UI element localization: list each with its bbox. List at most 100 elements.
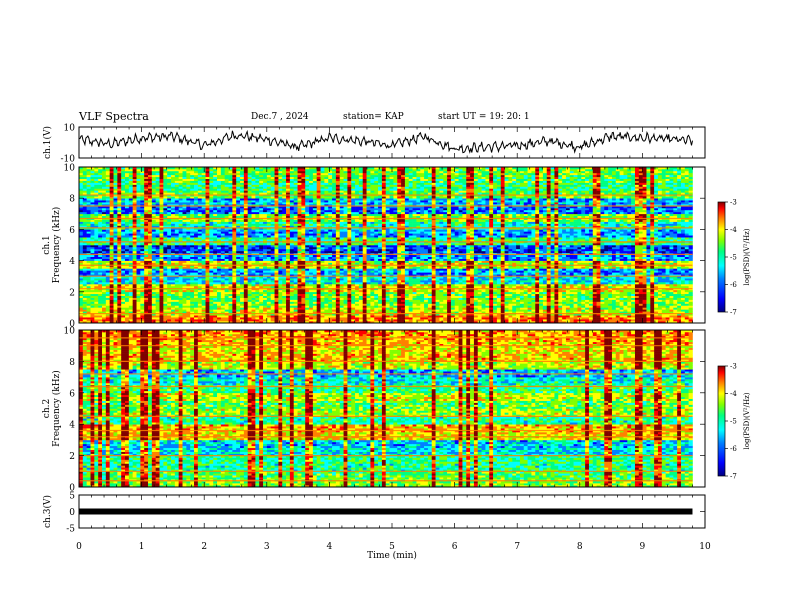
ch1-spectrogram-cell: [293, 285, 298, 289]
ch1-spectrogram-cell: [240, 260, 245, 263]
ch1-spectrogram-cell: [213, 231, 218, 234]
ch1-spectrogram-cell: [132, 168, 137, 172]
ch1-spectrogram-cell: [86, 268, 91, 271]
ch1-spectrogram-cell: [247, 315, 252, 318]
ch1-spectrogram-cell: [266, 168, 272, 172]
ch1-spectrogram-cell: [297, 204, 302, 207]
ch1-spectrogram-cell: [132, 282, 137, 285]
ch1-spectrogram-cell: [255, 178, 260, 181]
ch1-spectrogram-cell: [286, 246, 291, 250]
ch1-spectrogram-cell: [132, 170, 137, 174]
ch1-spectrogram-cell: [178, 276, 183, 279]
ch1-spectrogram-cell: [243, 254, 248, 257]
ch1-spectrogram-cell: [232, 250, 237, 254]
ch1-spectrogram-cell: [236, 186, 241, 189]
ch1-spectrogram-cell: [201, 180, 206, 183]
ch1-spectrogram-cell: [309, 202, 314, 205]
ch1-spectrogram-cell: [144, 174, 149, 178]
ch1-spectrogram-cell: [117, 266, 122, 269]
ch1-spectrogram-cell: [113, 276, 118, 279]
ch1-spectrogram-cell: [201, 319, 206, 322]
ch1-spectrogram-cell: [217, 167, 222, 170]
ch1-spectrogram-cell: [243, 231, 248, 234]
ch1-spectrogram-cell: [270, 209, 275, 213]
ch1-spectrogram-cell: [86, 172, 91, 176]
ch1-spectrogram-cell: [293, 235, 298, 238]
ch1-spectrogram-cell: [86, 233, 91, 236]
ch1-spectrogram-cell: [102, 211, 107, 215]
ch1-spectrogram-cell: [178, 256, 183, 259]
ch1-spectrogram-cell: [163, 207, 168, 211]
ch1-spectrogram-cell: [148, 311, 153, 314]
ch1-spectrogram-cell: [266, 227, 272, 230]
ch1-spectrogram-cell: [251, 311, 256, 314]
ch1-spectrogram-cell: [270, 246, 275, 250]
ch1-spectrogram-cell: [220, 311, 225, 314]
ch1-spectrogram-cell: [220, 186, 225, 189]
ch1-spectrogram-cell: [136, 174, 141, 178]
ch1-spectrogram-cell: [301, 280, 306, 283]
ch1-spectrogram-cell: [167, 319, 172, 322]
ch1-spectrogram-cell: [174, 184, 179, 187]
ch1-spectrogram-cell: [151, 311, 156, 314]
ch1-spectrogram-cell: [86, 295, 91, 298]
ch1-spectrogram-cell: [178, 309, 183, 312]
ch1-spectrogram-cell: [205, 317, 210, 320]
ch1-spectrogram-cell: [278, 188, 283, 191]
ch1-spectrogram-cell: [224, 188, 229, 191]
ch1-spectrogram-cell: [289, 198, 295, 201]
ch1-spectrogram-cell: [163, 309, 168, 312]
ch1-spectrogram-cell: [274, 174, 279, 178]
ch1-spectrogram-cell: [224, 237, 229, 240]
ch1-spectrogram-cell: [217, 305, 222, 308]
ch1-spectrogram-cell: [186, 198, 191, 201]
ch1-spectrogram-cell: [98, 260, 103, 263]
ch1-spectrogram-cell: [144, 246, 149, 250]
ch1-spectrogram-cell: [136, 321, 141, 324]
ch1-spectrogram-cell: [309, 266, 314, 269]
ch1-spectrogram-cell: [236, 309, 241, 312]
ch1-spectrogram-cell: [190, 184, 195, 187]
ch1-spectrogram-cell: [140, 178, 145, 181]
ch1-spectrogram-cell: [136, 213, 141, 217]
ch1-spectrogram-cell: [251, 237, 256, 240]
ch1-spectrogram-cell: [174, 206, 179, 209]
ch1-spectrogram-cell: [194, 321, 199, 324]
ch1-spectrogram-cell: [94, 260, 99, 263]
ch1-spectrogram-cell: [217, 168, 222, 172]
ch1-spectrogram-cell: [297, 182, 302, 185]
ch1-spectrogram-cell: [278, 285, 283, 289]
ch1-spectrogram-cell: [128, 250, 133, 254]
ch1-spectrogram-cell: [243, 309, 248, 312]
ch1-spectrogram-cell: [301, 289, 306, 293]
ch1-spectrogram-cell: [105, 207, 110, 211]
ch1-spectrogram-cell: [217, 202, 222, 205]
ch1-spectrogram-cell: [213, 227, 218, 230]
ch1-spectrogram-cell: [163, 276, 168, 279]
ch1-spectrogram-cell: [289, 202, 295, 205]
ch1-spectrogram-cell: [201, 184, 206, 187]
ch1-spectrogram-cell: [109, 256, 114, 259]
ch1-spectrogram-cell: [224, 309, 229, 312]
ch1-spectrogram-cell: [201, 270, 206, 273]
ch1-spectrogram-cell: [255, 200, 260, 203]
ch1-spectrogram-cell: [163, 246, 168, 250]
ch1-spectrogram-cell: [105, 268, 110, 271]
ch1-spectrogram-cell: [251, 231, 256, 234]
ch1-spectrogram-cell: [182, 270, 187, 273]
ch1-spectrogram-cell: [309, 168, 314, 172]
ch1-spectrogram-cell: [217, 190, 222, 193]
ch1-spectrogram-cell: [125, 188, 130, 191]
ch1-spectrogram-cell: [94, 207, 99, 211]
ch1-spectrogram-cell: [128, 196, 133, 199]
ch1-spectrogram-cell: [102, 278, 107, 281]
ch1-spectrogram-cell: [102, 266, 107, 269]
ch1-spectrogram-cell: [282, 254, 287, 257]
ch1-spectrogram-cell: [125, 239, 130, 242]
ch1-spectrogram-cell: [228, 168, 233, 172]
ch1-spectrogram-cell: [270, 213, 275, 217]
ch1-spectrogram-cell: [90, 198, 95, 201]
ch1-spectrogram-cell: [178, 198, 183, 201]
ch1-spectrogram-cell: [140, 309, 145, 312]
ch1-spectrogram-cell: [251, 299, 256, 302]
